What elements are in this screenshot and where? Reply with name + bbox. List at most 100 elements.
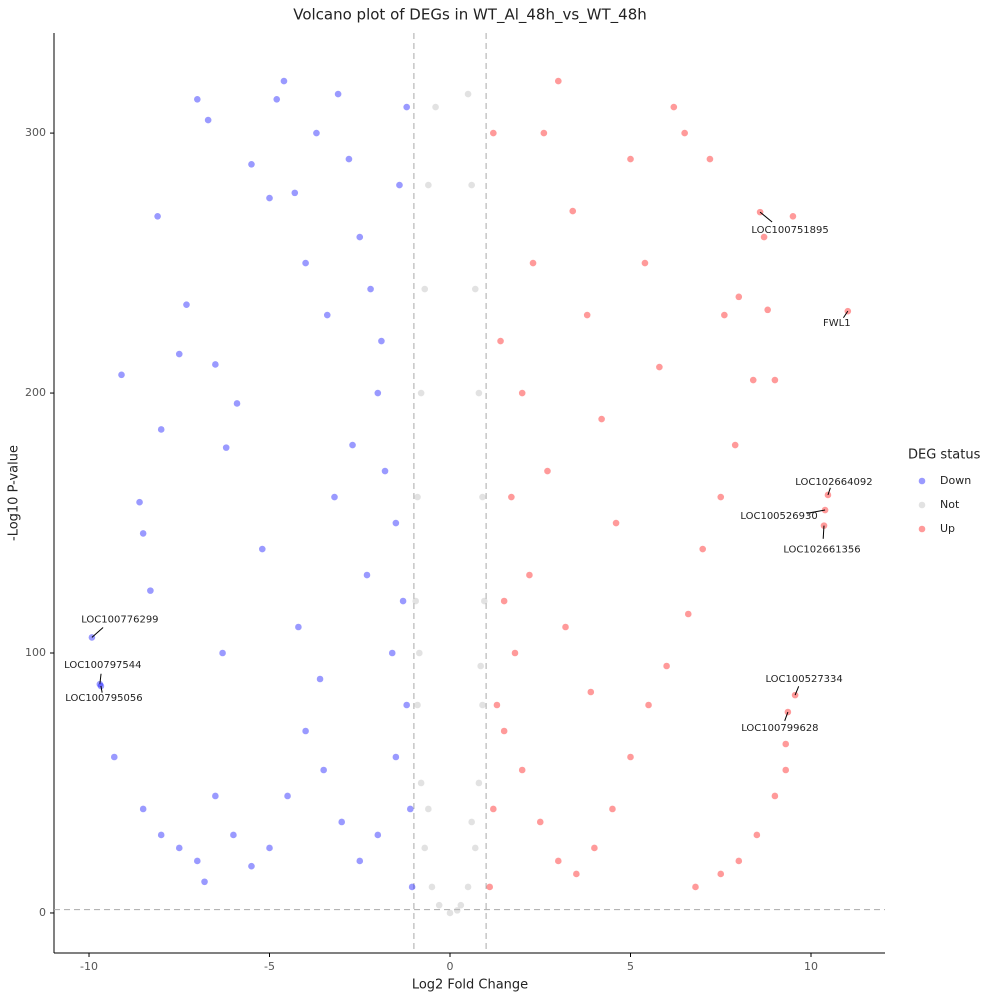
point [295,623,302,631]
point [782,740,790,748]
point [154,212,161,220]
point [464,90,472,98]
point-label: LOC102661356 [783,545,860,556]
leader-line [784,711,789,721]
point [721,311,728,319]
y-tick-label: 0 [39,906,46,919]
point [477,662,484,670]
point [408,883,416,891]
point [609,805,616,813]
point [500,727,508,735]
point [479,701,486,709]
point [771,792,779,800]
point [157,426,165,433]
point [417,779,425,787]
point [136,498,143,506]
point [425,181,432,189]
point [526,571,533,579]
point [753,831,761,839]
point [381,467,389,475]
point [388,649,396,657]
point [555,857,562,865]
point [612,519,620,527]
point [511,649,519,657]
point [258,545,266,553]
point [266,844,273,852]
point [157,831,165,839]
point [320,766,327,774]
point [414,701,421,709]
point [302,259,309,267]
point [471,844,479,852]
point-label: LOC100797544 [64,660,141,671]
point [313,129,320,137]
point [731,441,739,449]
x-tick-label: 5 [627,960,634,973]
point [663,662,670,670]
point [421,844,429,852]
point [468,818,475,826]
legend-key [918,477,926,485]
point [412,597,420,605]
leader-line [759,211,773,223]
point [598,415,605,423]
point [432,103,439,111]
point [782,766,790,774]
point [536,818,544,826]
point [453,907,461,914]
point [323,311,331,319]
point [771,376,779,384]
point [175,350,183,358]
y-tick-label: 200 [25,386,46,399]
point [201,878,208,886]
point [435,901,443,909]
point [356,233,364,241]
point [583,311,591,319]
point [692,883,699,891]
point [518,389,526,397]
point [749,376,757,384]
point [508,493,515,501]
legend-label: Not [940,498,960,511]
point [291,189,299,197]
point [406,805,414,813]
point [414,493,421,501]
point [627,753,634,761]
point [645,701,652,709]
point [573,870,580,878]
point [540,129,548,137]
point-label: LOC100776299 [81,614,158,625]
point [273,95,281,103]
legend-key [918,525,926,533]
point-label: LOC100795056 [65,693,142,704]
point-label: LOC102664092 [795,477,872,488]
point [349,441,356,449]
point [417,389,425,397]
point [497,337,504,345]
point [670,103,678,111]
point [204,116,212,124]
point [345,155,353,163]
point [490,129,497,137]
point [399,597,407,605]
point-label: LOC100799628 [741,723,818,734]
point [139,530,147,537]
point [175,844,183,852]
point [481,597,488,605]
point [789,212,797,220]
point [219,649,226,657]
point [266,194,273,202]
leader-line [794,686,800,696]
point [334,90,342,98]
point [421,285,429,293]
legend-label: Down [940,474,971,487]
point [248,160,255,168]
legend-label: Up [940,522,955,535]
point [500,597,508,605]
point [338,818,346,826]
point [569,207,577,215]
point [471,285,479,293]
point [479,493,486,501]
x-tick-label: 0 [447,960,454,973]
x-tick-label: 10 [804,960,818,973]
